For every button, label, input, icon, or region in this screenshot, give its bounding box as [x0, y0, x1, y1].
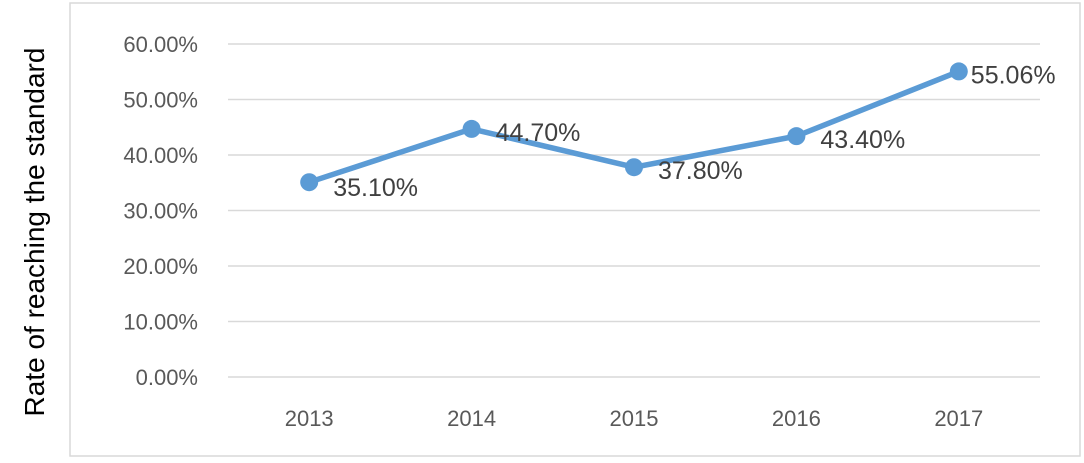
data-point [787, 127, 806, 146]
y-tick-label: 20.00% [123, 254, 198, 279]
data-label: 37.80% [658, 157, 743, 185]
data-point [949, 62, 968, 81]
data-label: 44.70% [496, 119, 581, 147]
data-point [462, 119, 481, 138]
x-tick-label: 2013 [285, 406, 334, 431]
series-line-group [300, 62, 968, 192]
data-point [625, 158, 643, 177]
x-tick-label: 2015 [610, 406, 659, 431]
data-label: 43.40% [820, 126, 905, 154]
y-tick-label: 30.00% [123, 199, 198, 224]
x-tick-label: 2014 [447, 406, 496, 431]
y-axis-ticks: 0.00% 10.00% 20.00% 30.00% 40.00% 50.00% 60.00… [123, 32, 198, 390]
y-tick-label: 0.00% [136, 365, 198, 390]
y-tick-label: 40.00% [123, 143, 198, 168]
y-tick-label: 10.00% [123, 310, 198, 335]
y-tick-label: 50.00% [123, 88, 198, 113]
data-point [300, 173, 319, 192]
x-tick-label: 2016 [772, 406, 821, 431]
gridlines [228, 43, 1040, 378]
x-axis-ticks: 2013 2014 2015 2016 2017 [285, 406, 984, 431]
data-label: 35.10% [333, 174, 418, 202]
y-tick-label: 60.00% [123, 32, 198, 57]
chart-border [69, 2, 1081, 457]
data-labels: 35.10% 44.70% 37.80% 43.40% 55.06% [333, 61, 1055, 202]
data-label: 55.06% [971, 61, 1056, 89]
x-tick-label: 2017 [934, 406, 983, 431]
